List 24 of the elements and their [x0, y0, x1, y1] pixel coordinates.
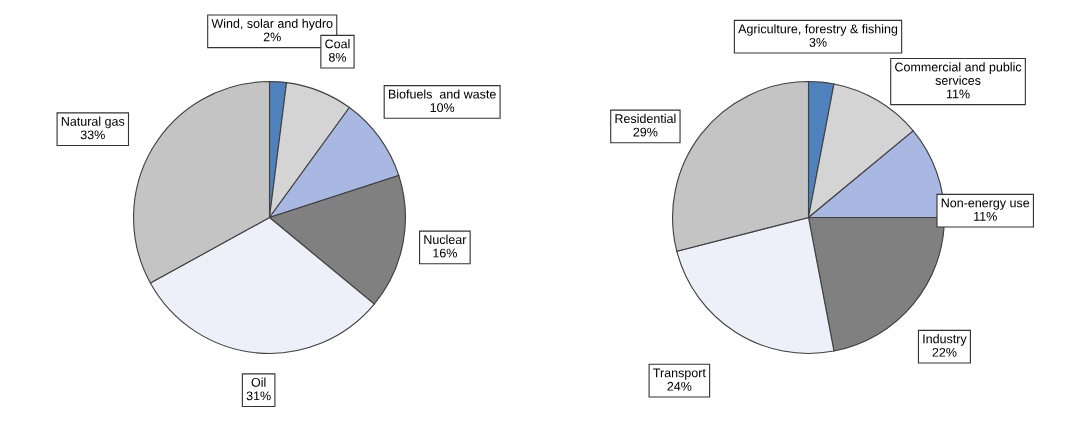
slice-label: Commercial and public services — [895, 62, 1022, 85]
data-label: 22% — [932, 347, 957, 357]
data-label: 24% — [667, 381, 692, 391]
slice-label: Biofuels and waste — [388, 89, 496, 99]
slice-label: Nuclear — [424, 234, 467, 245]
data-label: 33% — [80, 130, 105, 140]
data-label: 2% — [263, 32, 281, 42]
slice-label: Residential — [615, 113, 676, 124]
slice-label: Transport — [653, 368, 706, 380]
data-label: 10% — [430, 103, 455, 113]
slice-label: Natural gas — [61, 116, 125, 129]
slice-label: Agriculture, forestry & fishing — [738, 24, 898, 36]
slice-label: Coal — [325, 39, 350, 49]
data-label: 8% — [328, 52, 347, 62]
data-label: 11% — [974, 211, 997, 221]
slice-label: Oil — [251, 377, 266, 387]
slice-label: Industry — [923, 334, 967, 346]
data-label: 31% — [246, 391, 271, 401]
data-label: 3% — [809, 37, 827, 47]
data-label: 29% — [633, 127, 658, 137]
slice-label: Wind, solar and hydro — [211, 18, 333, 31]
data-label: 16% — [433, 248, 457, 258]
data-label: 11% — [946, 89, 970, 99]
slice-label: Non-energy use — [941, 198, 1030, 210]
